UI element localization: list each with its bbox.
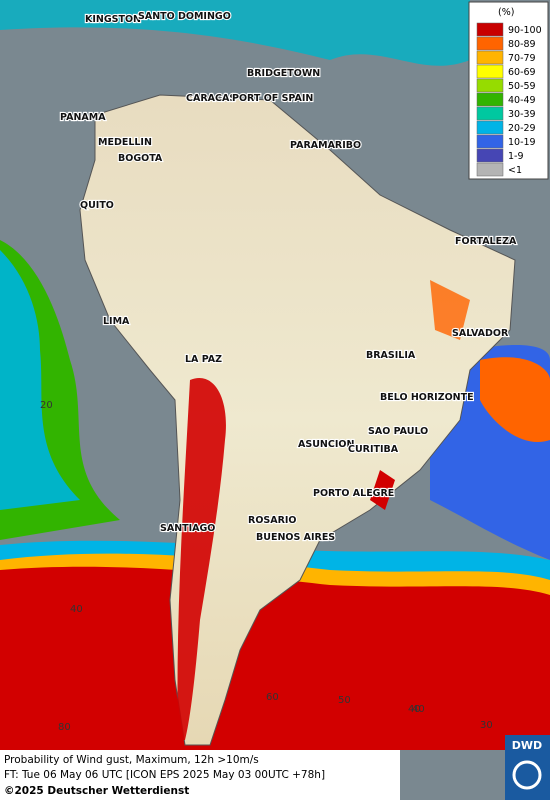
wind-band [430, 280, 470, 340]
city-label: PORT OF SPAIN [232, 93, 313, 104]
wind-band [0, 0, 470, 66]
city-label: SANTO DOMINGO [138, 11, 231, 22]
grid-label: 40 [412, 704, 425, 715]
logo: DWD [512, 739, 542, 752]
legend-label: 10-19 [508, 137, 536, 148]
footer-line: Probability of Wind gust, Maximum, 12h >… [4, 754, 259, 766]
legend-label: 30-39 [508, 109, 536, 120]
wind-band [0, 250, 80, 510]
city-label: MEDELLIN [98, 137, 152, 148]
legend-label: <1 [508, 165, 522, 176]
city-label: LA PAZ [185, 354, 222, 365]
legend-label: 80-89 [508, 39, 536, 50]
legend-swatch [476, 92, 504, 107]
city-label: BELO HORIZONTE [380, 392, 474, 403]
wind-band [0, 566, 550, 750]
legend-swatch [476, 64, 504, 79]
legend: (%) 90-100 80-89 70-79 60-69 50-59 40-49 30-39 2… [468, 1, 549, 180]
city-label: BOGOTA [118, 153, 163, 164]
grid-label: 60 [266, 692, 279, 703]
legend-label: 60-69 [508, 67, 536, 78]
legend-label: 70-79 [508, 53, 536, 64]
legend-swatch [476, 78, 504, 93]
legend-swatch [476, 162, 504, 177]
footer-line: FT: Tue 06 May 06 UTC [ICON EPS 2025 May… [4, 769, 325, 781]
city-label: QUITO [80, 200, 114, 211]
wind-band [177, 378, 226, 740]
legend-label: 90-100 [508, 25, 542, 36]
legend-swatch [476, 36, 504, 51]
city-label: ASUNCION [298, 439, 354, 450]
footer-line: ©2025 Deutscher Wetterdienst [4, 785, 189, 797]
legend-swatch [476, 106, 504, 121]
city-label: ROSARIO [248, 515, 297, 526]
city-label: KINGSTON [85, 14, 141, 25]
city-label: BRIDGETOWN [247, 68, 320, 79]
legend-title: (%) [498, 7, 514, 18]
grid-label: 40 [408, 704, 421, 715]
legend-swatch [476, 120, 504, 135]
legend-swatch [476, 148, 504, 163]
city-label: BRASILIA [366, 350, 416, 361]
wind-band [370, 470, 395, 510]
grid-label: 80 [58, 722, 71, 733]
city-label: SALVADOR [452, 328, 509, 339]
city-label: CARACAS [186, 93, 236, 104]
city-label: CURITIBA [348, 444, 399, 455]
legend-swatch [476, 22, 504, 37]
city-label: PANAMA [60, 112, 106, 123]
city-label: SANTIAGO [160, 523, 215, 534]
wind-band [480, 357, 550, 442]
legend-swatch [476, 134, 504, 149]
grid-label: 20 [40, 400, 53, 411]
grid-label: 50 [338, 695, 351, 706]
grid-label: 30 [480, 720, 493, 731]
city-label: LIMA [103, 316, 130, 327]
legend-label: 20-29 [508, 123, 536, 134]
legend-label: 1-9 [508, 151, 524, 162]
footer-box [0, 750, 400, 800]
legend-label: 50-59 [508, 81, 536, 92]
city-label: SAO PAULO [368, 426, 428, 437]
city-label: PORTO ALEGRE [313, 488, 394, 499]
logo-mark [512, 760, 542, 790]
city-label: FORTALEZA [455, 236, 517, 247]
city-label: PARAMARIBO [290, 140, 361, 151]
legend-swatch [476, 50, 504, 65]
legend-label: 40-49 [508, 95, 536, 106]
grid-label: 40 [70, 604, 83, 615]
city-label: BUENOS AIRES [256, 532, 335, 543]
